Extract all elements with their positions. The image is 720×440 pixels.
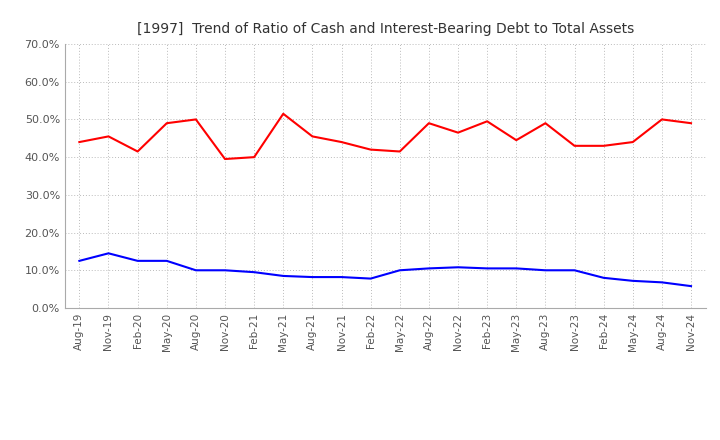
Interest-Bearing Debt: [570, 268, 579, 273]
Interest-Bearing Debt: [512, 266, 521, 271]
Cash: [75, 139, 84, 145]
Cash: [541, 121, 550, 126]
Cash: [220, 156, 229, 161]
Line: Cash: Cash: [79, 114, 691, 159]
Cash: [337, 139, 346, 145]
Interest-Bearing Debt: [541, 268, 550, 273]
Interest-Bearing Debt: [192, 268, 200, 273]
Interest-Bearing Debt: [279, 273, 287, 279]
Interest-Bearing Debt: [629, 278, 637, 283]
Title: [1997]  Trend of Ratio of Cash and Interest-Bearing Debt to Total Assets: [1997] Trend of Ratio of Cash and Intere…: [137, 22, 634, 36]
Cash: [308, 134, 317, 139]
Cash: [163, 121, 171, 126]
Interest-Bearing Debt: [366, 276, 375, 281]
Cash: [629, 139, 637, 145]
Interest-Bearing Debt: [163, 258, 171, 264]
Interest-Bearing Debt: [687, 283, 696, 289]
Cash: [570, 143, 579, 148]
Interest-Bearing Debt: [133, 258, 142, 264]
Cash: [104, 134, 113, 139]
Interest-Bearing Debt: [483, 266, 492, 271]
Cash: [599, 143, 608, 148]
Interest-Bearing Debt: [425, 266, 433, 271]
Cash: [483, 119, 492, 124]
Cash: [512, 138, 521, 143]
Cash: [657, 117, 666, 122]
Interest-Bearing Debt: [599, 275, 608, 280]
Interest-Bearing Debt: [657, 280, 666, 285]
Interest-Bearing Debt: [75, 258, 84, 264]
Cash: [279, 111, 287, 117]
Interest-Bearing Debt: [308, 275, 317, 280]
Cash: [687, 121, 696, 126]
Cash: [425, 121, 433, 126]
Interest-Bearing Debt: [220, 268, 229, 273]
Interest-Bearing Debt: [337, 275, 346, 280]
Cash: [366, 147, 375, 152]
Interest-Bearing Debt: [454, 264, 462, 270]
Interest-Bearing Debt: [250, 270, 258, 275]
Cash: [192, 117, 200, 122]
Interest-Bearing Debt: [104, 251, 113, 256]
Cash: [250, 154, 258, 160]
Cash: [133, 149, 142, 154]
Cash: [454, 130, 462, 135]
Cash: [395, 149, 404, 154]
Interest-Bearing Debt: [395, 268, 404, 273]
Line: Interest-Bearing Debt: Interest-Bearing Debt: [79, 253, 691, 286]
